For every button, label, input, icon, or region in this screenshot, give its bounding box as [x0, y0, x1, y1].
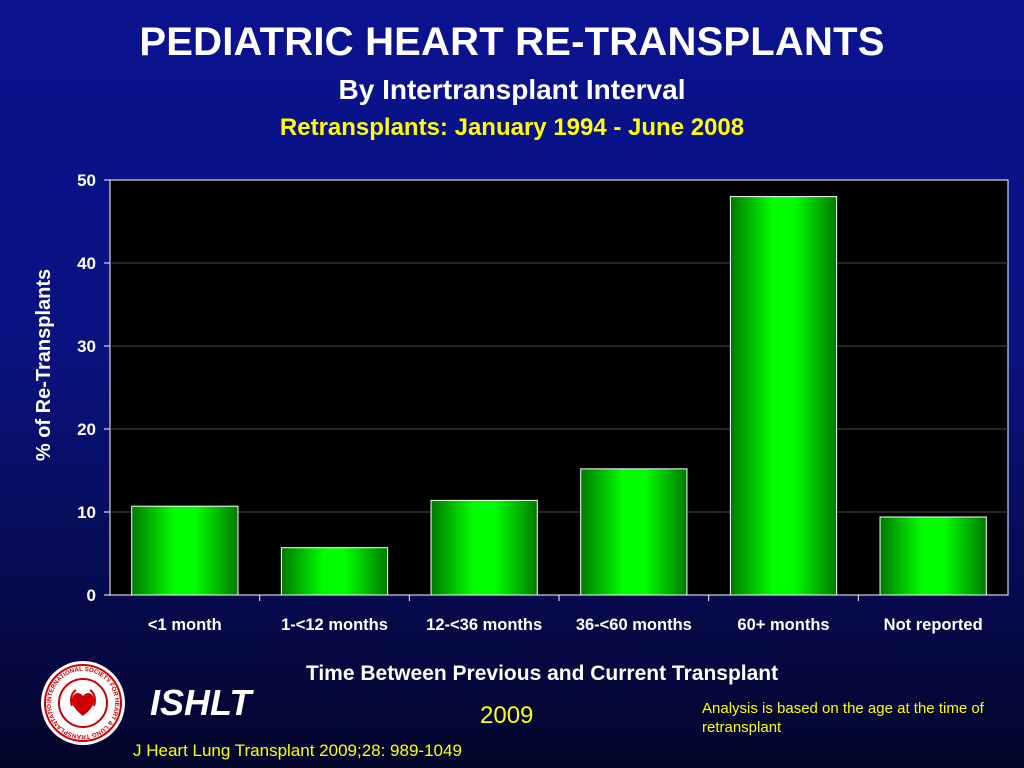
bar: [430, 499, 538, 596]
analysis-note: Analysis is based on the age at the time…: [702, 700, 984, 736]
bar: [580, 468, 688, 596]
bar-chart: 0 10 20 30 40 50 <1 month 1-<12 months 12-<36 m…: [33, 171, 1009, 685]
x-tick-label: 60+ months: [737, 616, 829, 634]
bar: [280, 547, 389, 596]
ishlt-logo: INTERNATIONAL SOCIETY FOR HEART & LUNG T…: [40, 660, 125, 745]
x-tick-label: 12-<36 months: [426, 616, 542, 634]
bar: [131, 505, 239, 596]
x-tick-label: 1-<12 months: [281, 616, 388, 634]
journal-citation: J Heart Lung Transplant 2009;28: 989-104…: [133, 741, 462, 760]
y-tick-label: 50: [77, 171, 96, 190]
organization-name: ISHLT: [150, 682, 252, 723]
bar: [879, 516, 987, 596]
heart-icon: [71, 693, 95, 716]
y-axis-label: % of Re-Transplants: [33, 269, 55, 461]
x-tick-label: Not reported: [884, 616, 983, 634]
plot-area: [109, 179, 1009, 596]
date-range-subtitle: Retransplants: January 1994 - June 2008: [279, 114, 745, 141]
y-tick-label: 30: [77, 337, 96, 356]
bar: [729, 196, 838, 596]
y-tick-label: 40: [77, 254, 96, 273]
x-axis-label: Time Between Previous and Current Transp…: [306, 662, 778, 685]
y-tick-label: 10: [77, 503, 96, 522]
x-tick-label: <1 month: [148, 616, 222, 634]
report-year: 2009: [480, 702, 534, 729]
page-title: PEDIATRIC HEART RE-TRANSPLANTS: [139, 20, 885, 64]
page-subtitle: By Intertransplant Interval: [338, 74, 686, 105]
y-tick-label: 20: [77, 420, 96, 439]
y-tick-label: 0: [87, 586, 96, 605]
x-tick-label: 36-<60 months: [576, 616, 692, 634]
lungs-icon: [70, 689, 96, 707]
